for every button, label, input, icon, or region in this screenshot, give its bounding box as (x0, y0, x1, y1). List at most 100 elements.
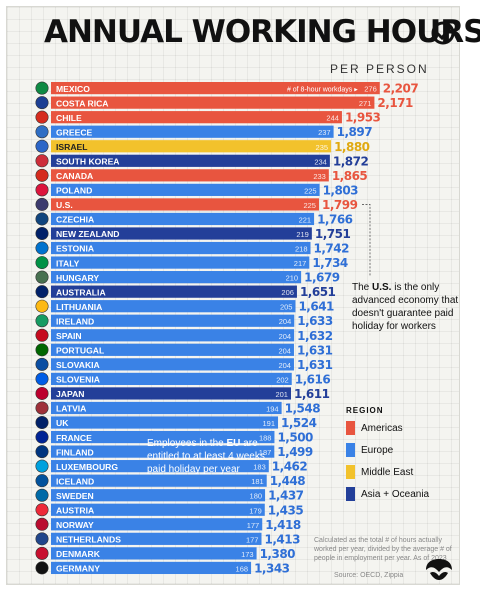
workdays-label: 180 (250, 492, 263, 501)
legend-item-europe: Europe (346, 443, 451, 457)
country-label: CHILE (56, 113, 82, 123)
legend-item-americas: Americas (346, 421, 451, 435)
eu-note-before: Employees in the (147, 438, 227, 449)
south-korea-flag-icon (35, 154, 49, 168)
bar (51, 387, 291, 400)
bar (51, 460, 269, 473)
country-label: COSTA RICA (56, 98, 109, 108)
us-annotation: The U.S. is the only advanced economy th… (352, 281, 460, 333)
spain-flag-icon (35, 328, 49, 342)
value-label: 1,418 (265, 518, 301, 532)
workdays-label: 237 (318, 128, 331, 137)
value-label: 1,742 (314, 242, 350, 256)
portugal-flag-icon (35, 343, 49, 357)
value-label: 1,632 (297, 329, 333, 343)
germany-flag-icon (35, 561, 49, 575)
country-label: IRELAND (56, 316, 94, 326)
bar (51, 416, 279, 429)
value-label: 1,751 (315, 227, 351, 241)
workdays-label: 179 (249, 506, 262, 515)
value-label: 1,651 (300, 285, 336, 299)
country-label: ICELAND (56, 476, 94, 486)
us-note-after: is the only advanced economy that doesn'… (352, 282, 459, 332)
uk-flag-icon (35, 416, 49, 430)
bar (51, 430, 275, 444)
us-annotation-connector (362, 204, 371, 276)
country-label: SWEDEN (56, 491, 94, 501)
bar (51, 256, 310, 269)
us-note-bold: U.S. (372, 282, 392, 293)
us-note-before: The (352, 282, 373, 293)
workdays-label: 181 (251, 477, 264, 486)
bar (51, 241, 311, 255)
greece-flag-icon (35, 125, 49, 139)
country-label: DENMARK (56, 549, 101, 559)
source-note: Source: OECD, Zippia (334, 572, 404, 579)
workdays-label: 276 (364, 85, 377, 94)
sweden-flag-icon (35, 488, 49, 502)
workdays-label: 204 (278, 346, 291, 355)
workdays-label: 204 (279, 332, 292, 341)
country-label: JAPAN (56, 389, 85, 399)
workdays-label: 217 (294, 259, 307, 268)
bar (51, 227, 312, 240)
bar (51, 358, 294, 371)
workdays-label: 219 (296, 230, 309, 239)
bar (51, 285, 297, 298)
workdays-label: 177 (247, 521, 260, 530)
bar (51, 561, 252, 575)
legend-title: REGION (346, 406, 384, 415)
denmark-flag-icon (35, 546, 49, 560)
legend-label-americas: Americas (361, 422, 403, 434)
workdays-label: 225 (303, 201, 316, 210)
country-label: FINLAND (56, 447, 94, 457)
legend-swatch-americas (346, 421, 355, 435)
bar (51, 489, 266, 502)
bar (51, 314, 295, 327)
country-label: LITHUANIA (56, 302, 102, 312)
workdays-label: 204 (278, 361, 291, 370)
bar (51, 474, 267, 487)
bar (51, 329, 295, 342)
country-label: CZECHIA (56, 215, 94, 225)
legend-swatch-asia-oceania (346, 487, 355, 501)
legend-swatch-europe (346, 443, 355, 457)
value-label: 1,413 (264, 532, 300, 546)
mexico-flag-icon (35, 81, 49, 95)
czechia-flag-icon (35, 212, 49, 226)
workdays-label: 221 (299, 215, 312, 224)
workdays-label: 188 (259, 434, 272, 443)
value-label: 1,437 (268, 489, 304, 503)
bar (51, 82, 380, 95)
bar (51, 343, 294, 356)
legend-label-middle-east: Middle East (361, 466, 414, 478)
country-label: SLOVAKIA (56, 360, 100, 370)
eu-note-bold: EU (226, 438, 241, 449)
bar (51, 212, 315, 226)
country-label: NORWAY (56, 520, 94, 530)
bar (51, 547, 257, 560)
value-label: 1,880 (334, 140, 370, 154)
workdays-label: 168 (236, 564, 249, 573)
value-label: 2,207 (383, 82, 419, 96)
bar (51, 140, 332, 153)
value-label: 1,953 (345, 111, 381, 125)
value-label: 1,865 (332, 169, 368, 183)
bar (51, 445, 275, 458)
netherlands-flag-icon (35, 532, 49, 546)
canada-flag-icon (35, 168, 49, 182)
bar (51, 532, 262, 545)
luxembourg-flag-icon (35, 459, 49, 473)
country-label: AUSTRIA (56, 505, 94, 515)
bar (51, 503, 265, 516)
country-label: CANADA (56, 171, 93, 181)
france-flag-icon (35, 430, 49, 444)
legend-label-asia-oceania: Asia + Oceania (361, 488, 430, 500)
value-label: 1,380 (260, 547, 296, 561)
region-legend: REGION Americas Europe Middle East Asia … (346, 406, 451, 509)
country-label: NEW ZEALAND (56, 229, 120, 239)
chart-title: ANNUAL WORKING HOURS (44, 14, 480, 50)
value-label: 1,766 (317, 212, 353, 226)
value-label: 1,500 (277, 431, 313, 445)
